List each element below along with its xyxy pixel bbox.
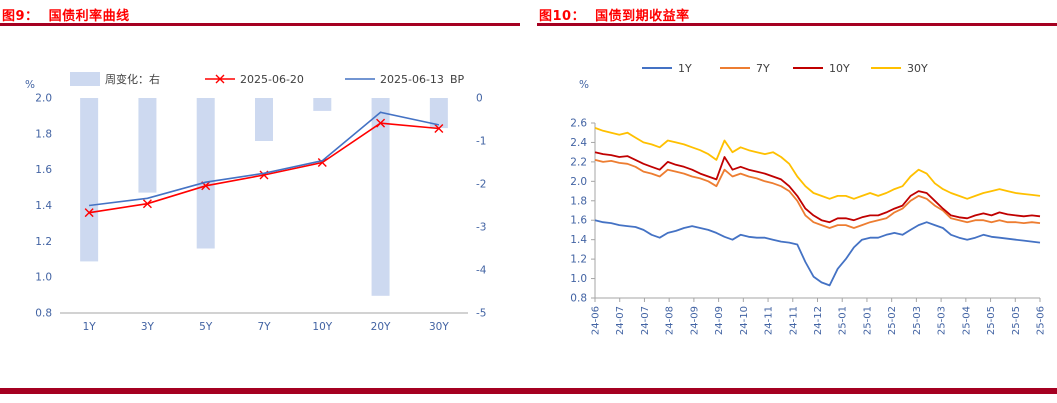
svg-text:5Y: 5Y	[199, 321, 213, 333]
svg-text:2.4: 2.4	[570, 137, 587, 149]
figure10-x-axis: 24-06 24-07 24-07 24-08 24-09 24-09 24-10 24-11…	[591, 297, 1047, 335]
svg-text:24-12: 24-12	[813, 306, 824, 335]
svg-text:25-03: 25-03	[912, 306, 923, 335]
svg-text:1.6: 1.6	[570, 215, 587, 227]
svg-text:24-06: 24-06	[591, 306, 602, 335]
svg-text:1.0: 1.0	[35, 272, 52, 284]
svg-text:2.0: 2.0	[570, 176, 587, 188]
series-2025-06-20	[84, 118, 444, 218]
figure9-title: 图9： 国债利率曲线	[2, 9, 130, 24]
svg-text:25-02: 25-02	[887, 306, 898, 335]
svg-text:24-09: 24-09	[714, 306, 725, 335]
legend-line-0620-label: 2025-06-20	[240, 73, 304, 86]
legend-bar-swatch	[70, 72, 100, 86]
svg-text:0.8: 0.8	[570, 293, 587, 305]
svg-text:-3: -3	[476, 222, 486, 234]
svg-text:24-08: 24-08	[665, 306, 676, 335]
series-1Y	[594, 219, 1041, 287]
y-axis-unit-label: %	[579, 79, 589, 91]
svg-text:10Y: 10Y	[312, 321, 332, 333]
svg-text:25-05: 25-05	[1011, 306, 1022, 335]
svg-text:1.4: 1.4	[35, 200, 52, 212]
series-10Y	[594, 151, 1041, 224]
svg-text:25-01: 25-01	[838, 306, 849, 335]
figure10-plot: 2.62.42.22.01.81.61.41.21.00.8%24-06 24-0…	[570, 62, 1047, 335]
svg-text:%: %	[25, 79, 35, 91]
weekly-change-bars	[80, 98, 448, 296]
svg-text:25-04: 25-04	[961, 306, 972, 335]
svg-text:24-07: 24-07	[615, 306, 626, 335]
svg-text:24-11: 24-11	[764, 306, 775, 335]
svg-text:1.2: 1.2	[570, 254, 587, 266]
figure9-legend: 周变化：右 2025-06-20 2025-06-13 BP	[70, 72, 465, 86]
figure10-title-rule	[537, 23, 1057, 26]
svg-text:1.2: 1.2	[35, 236, 52, 248]
figure9-chart: 2.0 1.8 1.6 1.4 1.2 1.0 0.8% 0 -1 -2 -3 -4 -5 1Y 3Y 5Y 7…	[0, 28, 520, 383]
legend-label-30Y: 30Y	[907, 62, 928, 75]
svg-text:3Y: 3Y	[141, 321, 155, 333]
legend-label-10Y: 10Y	[829, 62, 850, 75]
svg-text:0.8: 0.8	[35, 308, 52, 320]
svg-text:25-03: 25-03	[937, 306, 948, 335]
svg-text:2.6: 2.6	[570, 118, 587, 130]
svg-text:25-01: 25-01	[862, 306, 873, 335]
figure10-title: 图10： 国债到期收益率	[539, 9, 690, 24]
figure10-panel: 图10： 国债到期收益率 2.6 2.4 2.2 2.0 1.8 1.6 1.4 1.2 1.0…	[537, 0, 1057, 385]
legend-bar-label: 周变化：右	[105, 72, 160, 86]
svg-text:7Y: 7Y	[257, 321, 271, 333]
figure9-panel: 图9： 国债利率曲线 2.0 1.8 1.6 1.4 1.2 1.0 0.8% 0 -1 -2 -3…	[0, 0, 520, 385]
legend-label-1Y: 1Y	[678, 62, 692, 75]
svg-text:-1: -1	[476, 136, 486, 148]
svg-text:1.6: 1.6	[35, 164, 52, 176]
svg-text:25-05: 25-05	[986, 306, 997, 335]
svg-text:1.0: 1.0	[570, 273, 587, 285]
svg-text:20Y: 20Y	[371, 321, 391, 333]
svg-text:-4: -4	[476, 265, 487, 277]
svg-text:24-10: 24-10	[739, 306, 750, 335]
svg-text:24-11: 24-11	[788, 306, 799, 335]
svg-text:1Y: 1Y	[83, 321, 97, 333]
figure10-y-axis: 2.6 2.4 2.2 2.0 1.8 1.6 1.4 1.2 1.0 0.8%	[570, 79, 596, 305]
legend-x-marker-icon	[215, 74, 225, 84]
figure10-legend: 1Y 7Y 10Y 30Y	[642, 62, 928, 75]
legend-line-0613-label: 2025-06-13	[380, 73, 444, 86]
legend-label-7Y: 7Y	[756, 62, 770, 75]
figure10-chart: 2.6 2.4 2.2 2.0 1.8 1.6 1.4 1.2 1.0 0.8% 24-06 24-0…	[537, 28, 1057, 383]
svg-text:24-07: 24-07	[640, 306, 651, 335]
figure9-x-axis-labels: 1Y 3Y 5Y 7Y 10Y 20Y 30Y	[83, 321, 450, 333]
svg-text:2.2: 2.2	[570, 156, 587, 168]
series-30Y	[594, 127, 1041, 200]
figure9-left-axis: 2.0 1.8 1.6 1.4 1.2 1.0 0.8%	[25, 79, 52, 320]
svg-text:-5: -5	[476, 308, 486, 320]
svg-text:2.0: 2.0	[35, 93, 52, 105]
series-2025-06-13	[89, 111, 440, 207]
svg-text:-2: -2	[476, 179, 486, 191]
svg-text:1.4: 1.4	[570, 234, 587, 246]
svg-text:0: 0	[476, 93, 483, 105]
svg-text:24-09: 24-09	[689, 306, 700, 335]
figure9-right-axis: 0 -1 -2 -3 -4 -5	[476, 93, 487, 320]
series-7Y	[594, 159, 1041, 229]
right-axis-unit-label: BP	[450, 73, 465, 86]
svg-text:25-06: 25-06	[1036, 306, 1047, 335]
footer-rule	[0, 388, 1057, 394]
figure9-title-rule	[0, 23, 520, 26]
svg-text:30Y: 30Y	[429, 321, 449, 333]
figure9-plot: 2.0 1.8 1.6 1.4 1.2 1.0 0.8% 0 -1 -2 -3 -4 -5 1Y 3Y 5Y 7…	[25, 72, 487, 333]
svg-text:1.8: 1.8	[570, 195, 587, 207]
svg-text:1.8: 1.8	[35, 128, 52, 140]
